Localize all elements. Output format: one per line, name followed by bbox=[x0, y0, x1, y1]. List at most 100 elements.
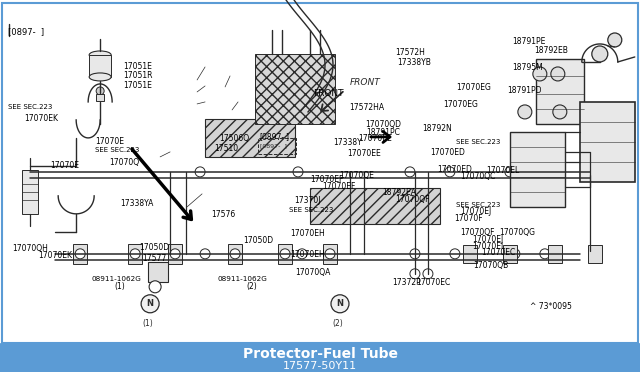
Text: 17338YB: 17338YB bbox=[397, 58, 431, 67]
Circle shape bbox=[505, 167, 515, 177]
Bar bbox=[0, 344, 640, 372]
Text: 17070EE: 17070EE bbox=[348, 149, 381, 158]
Text: (2): (2) bbox=[333, 319, 344, 328]
Text: 17070QG: 17070QG bbox=[499, 228, 535, 237]
Circle shape bbox=[410, 269, 420, 279]
Text: 17572HA: 17572HA bbox=[349, 103, 384, 112]
Ellipse shape bbox=[89, 73, 111, 81]
Text: 17070EJ: 17070EJ bbox=[472, 235, 504, 244]
Text: 17070EG: 17070EG bbox=[444, 100, 478, 109]
Text: 17070F: 17070F bbox=[454, 214, 483, 223]
Circle shape bbox=[535, 167, 545, 177]
Bar bbox=[22, 170, 38, 214]
Text: 17051E: 17051E bbox=[123, 62, 152, 71]
Circle shape bbox=[325, 249, 335, 259]
Bar bbox=[503, 245, 517, 263]
Text: SEE SEC.223: SEE SEC.223 bbox=[289, 207, 333, 213]
Ellipse shape bbox=[89, 51, 111, 59]
Text: 17506Q: 17506Q bbox=[220, 134, 250, 143]
Circle shape bbox=[510, 249, 520, 259]
Circle shape bbox=[608, 33, 622, 47]
Text: 17070EK: 17070EK bbox=[24, 114, 58, 124]
Bar bbox=[588, 245, 602, 263]
Text: SEE SEC.223: SEE SEC.223 bbox=[95, 147, 140, 153]
Bar bbox=[536, 59, 584, 124]
Text: 18795M: 18795M bbox=[512, 63, 543, 72]
Bar bbox=[463, 245, 477, 263]
Bar bbox=[510, 132, 565, 207]
Bar bbox=[148, 262, 168, 282]
Text: 17510: 17510 bbox=[214, 144, 239, 153]
Circle shape bbox=[195, 167, 205, 177]
Bar bbox=[73, 244, 87, 264]
Text: 17372P: 17372P bbox=[392, 278, 421, 287]
Bar bbox=[205, 119, 295, 157]
Circle shape bbox=[423, 269, 433, 279]
Text: 17070EL: 17070EL bbox=[472, 241, 506, 250]
Text: 08911-1062G: 08911-1062G bbox=[92, 276, 141, 282]
Circle shape bbox=[445, 167, 455, 177]
Text: SEE SEC.223: SEE SEC.223 bbox=[8, 104, 52, 110]
Text: 18791PD: 18791PD bbox=[508, 86, 542, 95]
Bar bbox=[96, 94, 104, 101]
Circle shape bbox=[540, 249, 550, 259]
Text: 17070EJ: 17070EJ bbox=[461, 207, 492, 216]
Text: 18792EA: 18792EA bbox=[383, 188, 417, 197]
Circle shape bbox=[297, 249, 307, 259]
Text: 17070QH: 17070QH bbox=[12, 244, 47, 253]
Bar bbox=[278, 244, 292, 264]
Bar bbox=[89, 55, 111, 77]
Bar bbox=[580, 102, 635, 182]
Text: 17070E: 17070E bbox=[50, 161, 79, 170]
Bar bbox=[258, 138, 296, 154]
Circle shape bbox=[553, 105, 567, 119]
Text: (1): (1) bbox=[143, 319, 154, 328]
Text: 17070QB: 17070QB bbox=[474, 261, 509, 270]
Text: 17070EG: 17070EG bbox=[456, 83, 491, 92]
Text: ]: ] bbox=[285, 132, 288, 142]
Text: 17070EF: 17070EF bbox=[322, 182, 355, 191]
Text: 17070QD: 17070QD bbox=[365, 120, 401, 129]
Text: 17070EH: 17070EH bbox=[290, 250, 324, 259]
Bar bbox=[255, 54, 335, 124]
Text: FRONT: FRONT bbox=[314, 89, 344, 97]
Circle shape bbox=[96, 87, 104, 95]
Text: 17051E: 17051E bbox=[123, 81, 152, 90]
Text: 18792EB: 18792EB bbox=[534, 46, 568, 55]
Text: 17050D: 17050D bbox=[140, 243, 170, 252]
Bar bbox=[168, 244, 182, 264]
Text: (1): (1) bbox=[114, 282, 125, 291]
Bar bbox=[323, 244, 337, 264]
Text: 17070EH: 17070EH bbox=[290, 230, 324, 238]
Text: FRONT: FRONT bbox=[350, 78, 381, 87]
Text: [0897-  ]: [0897- ] bbox=[260, 143, 287, 148]
Text: 17070EL: 17070EL bbox=[486, 166, 520, 175]
Circle shape bbox=[410, 249, 420, 259]
Text: 18791PE: 18791PE bbox=[512, 37, 545, 46]
Bar bbox=[548, 245, 562, 263]
Text: 17070QF: 17070QF bbox=[461, 228, 495, 237]
Circle shape bbox=[149, 281, 161, 293]
Circle shape bbox=[331, 295, 349, 313]
Text: 17070EE: 17070EE bbox=[358, 134, 392, 143]
Text: 18791PC: 18791PC bbox=[366, 128, 400, 137]
Text: Protector-Fuel Tube: Protector-Fuel Tube bbox=[243, 347, 397, 360]
Text: 17070Q: 17070Q bbox=[109, 158, 139, 167]
Text: 17070EC: 17070EC bbox=[481, 248, 515, 257]
Text: 17070E: 17070E bbox=[95, 137, 124, 146]
Text: SEE SEC.223: SEE SEC.223 bbox=[456, 139, 500, 145]
Text: 18792N: 18792N bbox=[422, 124, 452, 133]
Circle shape bbox=[280, 249, 290, 259]
Circle shape bbox=[405, 167, 415, 177]
Text: 17577-50Y11: 17577-50Y11 bbox=[283, 360, 357, 371]
Circle shape bbox=[293, 167, 303, 177]
Circle shape bbox=[141, 295, 159, 313]
Text: 17070EK: 17070EK bbox=[38, 251, 72, 260]
Text: [0897-: [0897- bbox=[259, 132, 284, 142]
Text: 17070QA: 17070QA bbox=[296, 268, 331, 277]
Text: 17070ED: 17070ED bbox=[431, 148, 465, 157]
Text: 17070EC: 17070EC bbox=[416, 278, 450, 287]
Text: 17070QF: 17070QF bbox=[396, 195, 430, 204]
Circle shape bbox=[518, 105, 532, 119]
Text: 17070ED: 17070ED bbox=[437, 165, 472, 174]
